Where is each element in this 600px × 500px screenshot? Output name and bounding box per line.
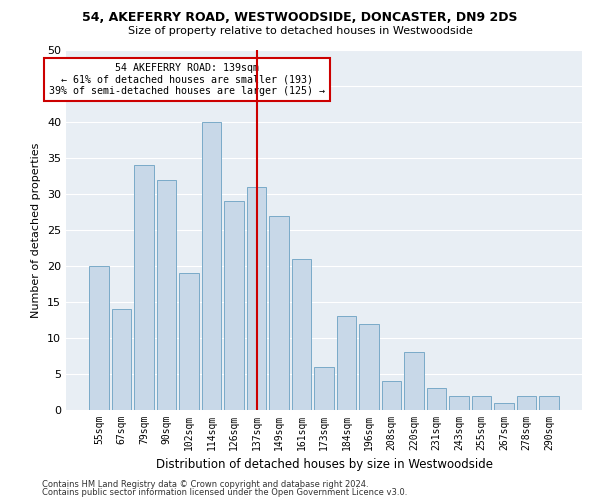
Bar — [427, 388, 446, 410]
Bar — [112, 309, 131, 410]
Bar — [314, 367, 334, 410]
Text: Contains HM Land Registry data © Crown copyright and database right 2024.: Contains HM Land Registry data © Crown c… — [42, 480, 368, 489]
Bar — [224, 201, 244, 410]
Bar — [539, 396, 559, 410]
Bar — [359, 324, 379, 410]
Text: 54 AKEFERRY ROAD: 139sqm
← 61% of detached houses are smaller (193)
39% of semi-: 54 AKEFERRY ROAD: 139sqm ← 61% of detach… — [49, 62, 325, 96]
Bar — [89, 266, 109, 410]
Text: Size of property relative to detached houses in Westwoodside: Size of property relative to detached ho… — [128, 26, 472, 36]
Bar — [472, 396, 491, 410]
Bar — [337, 316, 356, 410]
X-axis label: Distribution of detached houses by size in Westwoodside: Distribution of detached houses by size … — [155, 458, 493, 471]
Bar — [134, 165, 154, 410]
Bar — [449, 396, 469, 410]
Text: Contains public sector information licensed under the Open Government Licence v3: Contains public sector information licen… — [42, 488, 407, 497]
Bar — [404, 352, 424, 410]
Bar — [494, 403, 514, 410]
Bar — [292, 259, 311, 410]
Text: 54, AKEFERRY ROAD, WESTWOODSIDE, DONCASTER, DN9 2DS: 54, AKEFERRY ROAD, WESTWOODSIDE, DONCAST… — [82, 11, 518, 24]
Bar — [269, 216, 289, 410]
Bar — [157, 180, 176, 410]
Bar — [202, 122, 221, 410]
Bar — [382, 381, 401, 410]
Bar — [179, 273, 199, 410]
Bar — [247, 187, 266, 410]
Bar — [517, 396, 536, 410]
Y-axis label: Number of detached properties: Number of detached properties — [31, 142, 41, 318]
